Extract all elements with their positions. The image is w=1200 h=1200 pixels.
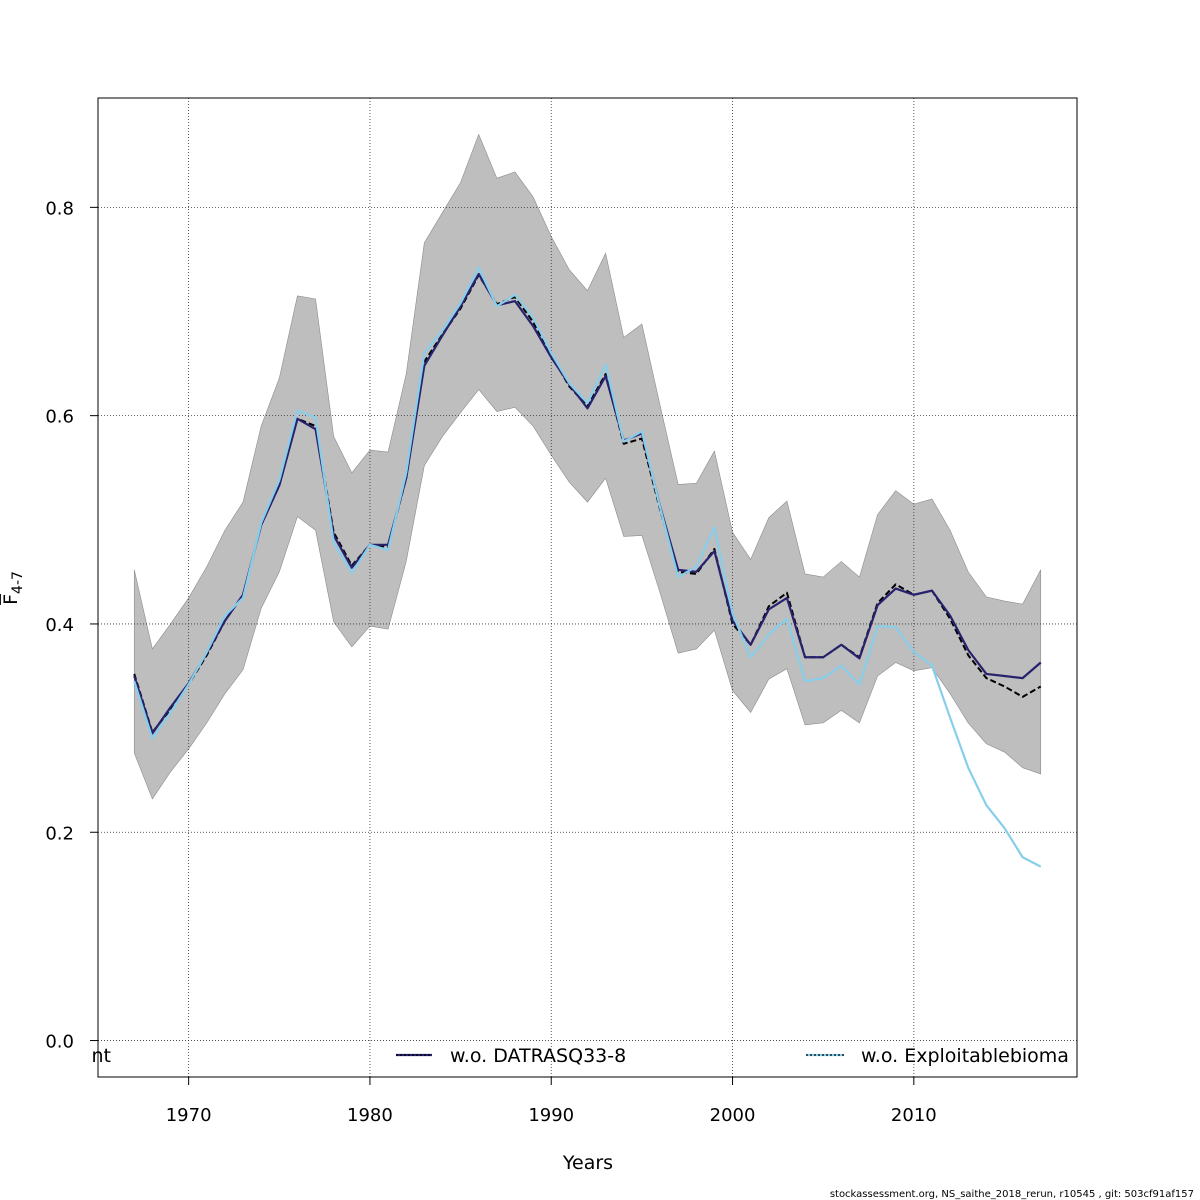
y-axis-title-main: F <box>0 594 22 605</box>
x-tick-label: 2010 <box>891 1105 937 1126</box>
y-tick-label: 0.4 <box>45 615 74 636</box>
svg-text:F4-7: F4-7 <box>0 571 26 605</box>
y-tick-label: 0.0 <box>45 1032 74 1053</box>
series-line-3 <box>133 266 1042 868</box>
legend-label: nt <box>92 1045 112 1067</box>
x-axis: 1970 1980 1990 2000 2010 <box>166 1077 937 1126</box>
legend: nt w.o. DATRASQ33-8 w.o. Exploitablebioma <box>92 1045 1069 1067</box>
x-tick-label: 1980 <box>347 1105 393 1126</box>
y-axis-title-subscript: 4-7 <box>10 571 26 594</box>
x-tick-label: 1970 <box>166 1105 212 1126</box>
legend-label: w.o. Exploitablebioma <box>861 1045 1069 1067</box>
confidence-band-layer <box>133 133 1042 800</box>
plot-frame <box>97 97 1078 1078</box>
x-tick-label: 1990 <box>528 1105 574 1126</box>
series-layer <box>133 266 1042 868</box>
legend-label: w.o. DATRASQ33-8 <box>450 1045 626 1067</box>
y-axis-title: F4-7 <box>0 571 26 605</box>
legend-entry-3: w.o. Exploitablebioma <box>806 1045 1069 1067</box>
footer-credit: stockassessment.org, NS_saithe_2018_reru… <box>830 1189 1194 1200</box>
y-axis: 0.0 0.2 0.4 0.6 0.8 <box>45 198 98 1053</box>
legend-entry-1: nt <box>92 1045 112 1067</box>
y-tick-label: 0.6 <box>45 407 74 428</box>
series-line-2 <box>133 272 1042 735</box>
legend-entry-2: w.o. DATRASQ33-8 <box>396 1045 626 1067</box>
confidence-band <box>133 133 1042 800</box>
y-tick-label: 0.2 <box>45 823 74 844</box>
x-tick-label: 2000 <box>710 1105 756 1126</box>
grid-layer <box>98 98 1077 1077</box>
plot-area <box>97 97 1078 1078</box>
x-axis-title: Years <box>562 1152 613 1174</box>
y-tick-label: 0.8 <box>45 198 74 219</box>
